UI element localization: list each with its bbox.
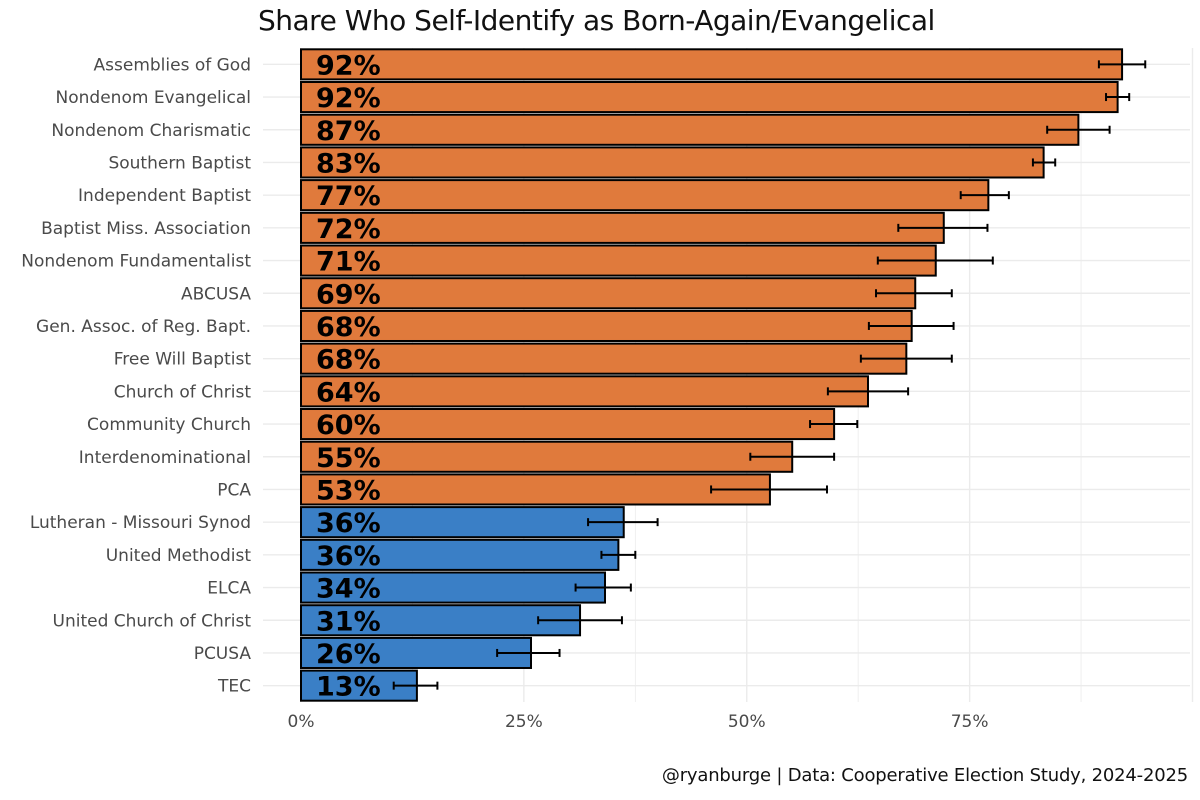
bar-value-labels: 92%92%87%83%77%72%71%69%68%68%64%60%55%5… <box>316 50 381 702</box>
category-label: Lutheran - Missouri Synod <box>30 513 251 533</box>
bar-value-label: 92% <box>316 50 381 81</box>
bar <box>300 211 945 244</box>
bar-value-label: 68% <box>316 312 381 343</box>
bar-value-label: 69% <box>316 279 381 310</box>
category-label: Nondenom Fundamentalist <box>21 252 251 272</box>
category-label: Nondenom Evangelical <box>56 88 251 108</box>
category-label: Free Will Baptist <box>114 350 252 370</box>
category-label: Southern Baptist <box>108 153 251 173</box>
category-label: Independent Baptist <box>78 186 251 206</box>
x-axis-tick-labels: 0% 25% 50% 75% <box>288 712 989 732</box>
bar-value-label: 36% <box>316 541 381 572</box>
bar <box>300 113 1080 146</box>
category-label: Church of Christ <box>114 382 252 402</box>
bar <box>300 538 620 571</box>
bar-value-label: 92% <box>316 83 381 114</box>
bar <box>300 244 937 277</box>
bar-value-label: 77% <box>316 181 381 212</box>
category-label: United Church of Christ <box>53 611 252 631</box>
bar-value-label: 31% <box>316 606 381 637</box>
category-label: PCA <box>217 480 251 500</box>
bar-value-label: 34% <box>316 574 381 605</box>
bar <box>300 309 913 342</box>
category-labels: Assemblies of God Nondenom Evangelical Non… <box>21 55 251 696</box>
bar-value-label: 68% <box>316 345 381 376</box>
bar <box>300 408 836 441</box>
bar-value-label: 13% <box>316 672 381 703</box>
category-label: TEC <box>217 677 251 697</box>
grid-lines <box>263 48 1194 702</box>
bar <box>300 146 1045 179</box>
chart-title: Share Who Self-Identify as Born-Again/Ev… <box>258 4 935 37</box>
x-tick-label: 75% <box>951 712 989 732</box>
bar <box>300 375 869 408</box>
bar-value-label: 87% <box>316 116 381 147</box>
bar-value-label: 60% <box>316 410 381 441</box>
category-label: ABCUSA <box>181 284 251 304</box>
category-label: PCUSA <box>194 644 252 664</box>
bar <box>300 604 582 637</box>
category-label: Nondenom Charismatic <box>51 121 251 141</box>
bar <box>300 342 908 375</box>
bar-value-label: 83% <box>316 148 381 179</box>
error-bars <box>392 60 1147 690</box>
x-tick-label: 25% <box>505 712 543 732</box>
x-tick-label: 0% <box>288 712 315 732</box>
x-tick-label: 50% <box>728 712 766 732</box>
category-label: Gen. Assoc. of Reg. Bapt. <box>36 317 251 337</box>
bar <box>300 440 794 473</box>
category-label: Community Church <box>87 415 251 435</box>
bar <box>300 473 771 506</box>
bar-value-label: 71% <box>316 247 381 278</box>
bar <box>300 48 1124 81</box>
bar <box>300 571 607 604</box>
category-label: ELCA <box>207 579 251 599</box>
bar-value-label: 72% <box>316 214 381 245</box>
bar <box>300 506 625 539</box>
bar-value-label: 64% <box>316 377 381 408</box>
bar <box>300 81 1119 114</box>
category-label: Interdenominational <box>79 448 251 468</box>
bar-value-label: 53% <box>316 475 381 506</box>
category-label: United Methodist <box>106 546 252 566</box>
chart-caption: @ryanburge | Data: Cooperative Election … <box>661 765 1188 786</box>
category-label: Baptist Miss. Association <box>41 219 251 239</box>
bar <box>300 636 533 669</box>
bar-value-label: 26% <box>316 639 381 670</box>
bar <box>300 277 917 310</box>
bar-value-label: 36% <box>316 508 381 539</box>
bar <box>300 179 990 212</box>
category-label: Assemblies of God <box>94 55 251 75</box>
bars <box>300 48 1124 702</box>
bar-value-label: 55% <box>316 443 381 474</box>
